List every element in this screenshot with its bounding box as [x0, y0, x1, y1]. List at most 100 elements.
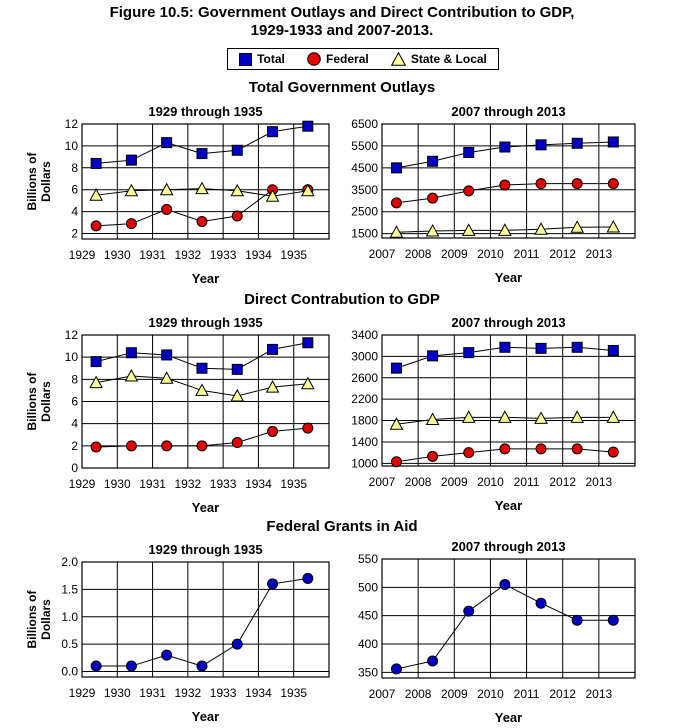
x-tick-label: 2008 — [405, 247, 432, 261]
y-tick-label: 4 — [71, 417, 78, 431]
data-point-triangle — [195, 181, 209, 195]
y-tick-label: 3500 — [351, 183, 378, 197]
y-axis-label-line-2: Dollars — [39, 161, 53, 202]
y-tick-label: 4500 — [351, 161, 378, 175]
data-point-square — [390, 362, 402, 374]
section-title-grants: Federal Grants in Aid — [266, 518, 418, 535]
x-tick-label: 2007 — [369, 687, 396, 701]
data-point-square — [267, 126, 279, 138]
y-tick-label: 4 — [71, 205, 78, 219]
x-tick-label: 1933 — [210, 686, 237, 700]
legend: Total Federal State & Local — [227, 48, 499, 70]
y-tick-label: 12 — [65, 117, 79, 131]
y-tick-label: 2600 — [351, 371, 378, 385]
figure-title-line-2: 1929-1933 and 2007-2013. — [250, 22, 434, 39]
x-tick-label: 1934 — [245, 477, 272, 491]
data-point-triangle — [570, 410, 585, 423]
plot-frame — [81, 334, 330, 469]
x-tick-label: 2008 — [405, 687, 432, 701]
y-axis-label-line-1: Billions of — [25, 590, 39, 649]
data-point-circle — [267, 578, 279, 590]
chart-title: 2007 through 2013 — [451, 104, 565, 119]
x-tick-label: 2008 — [405, 475, 432, 489]
data-point-circle — [90, 220, 102, 232]
data-point-square — [267, 343, 279, 355]
data-point-circle — [196, 440, 208, 452]
data-point-circle — [125, 440, 137, 452]
data-point-circle — [90, 660, 102, 672]
data-point-circle — [607, 614, 619, 626]
y-tick-label: 6 — [71, 395, 78, 409]
data-point-square — [535, 342, 547, 354]
plot-frame — [81, 561, 330, 678]
data-point-triangle — [300, 183, 315, 197]
y-tick-label: 2 — [71, 439, 78, 453]
data-point-square — [161, 137, 173, 149]
series-line — [96, 577, 308, 667]
x-tick-label: 2011 — [514, 475, 540, 489]
data-point-circle — [427, 192, 439, 204]
y-tick-label: 2200 — [351, 392, 378, 406]
figure-title-line-1: Figure 10.5: Government Outlays and Dire… — [109, 4, 575, 21]
x-tick-label: 1934 — [245, 686, 272, 700]
data-point-circle — [463, 185, 475, 197]
chart-title: 2007 through 2013 — [451, 539, 565, 554]
data-point-circle — [231, 638, 243, 650]
y-tick-label: 1500 — [351, 227, 378, 241]
x-tick-label: 2009 — [441, 687, 468, 701]
y-tick-label: 8 — [71, 372, 78, 386]
chart-title: 1929 through 1935 — [148, 104, 262, 119]
data-point-circle — [161, 649, 173, 661]
y-tick-label: 400 — [358, 637, 378, 651]
data-point-triangle — [570, 220, 585, 233]
data-point-circle — [390, 197, 402, 209]
chart-title: 2007 through 2013 — [451, 315, 565, 330]
legend-label-state-local: State & Local — [410, 52, 487, 66]
data-point-triangle — [461, 223, 476, 236]
data-point-square — [302, 120, 314, 132]
y-tick-label: 500 — [358, 580, 378, 594]
data-point-square — [463, 147, 475, 158]
x-tick-label: 2011 — [514, 247, 540, 261]
x-tick-label: 2010 — [477, 247, 504, 261]
data-point-triangle — [195, 383, 209, 396]
y-tick-label: 450 — [358, 609, 378, 623]
data-point-square — [231, 144, 243, 156]
y-tick-label: 0 — [71, 461, 78, 475]
data-point-triangle — [389, 417, 404, 430]
y-tick-label: 1.5 — [61, 582, 78, 596]
x-tick-label: 1929 — [69, 477, 96, 491]
y-tick-label: 1000 — [351, 456, 378, 470]
data-point-square — [607, 136, 619, 148]
y-tick-label: 5500 — [351, 139, 378, 153]
data-point-circle — [390, 456, 402, 468]
data-point-circle — [499, 179, 511, 191]
data-point-circle — [463, 605, 475, 617]
data-point-triangle — [265, 189, 280, 202]
x-tick-label: 1934 — [245, 248, 272, 262]
x-axis-label: Year — [192, 500, 219, 515]
x-axis-label: Year — [495, 710, 522, 725]
y-axis-label: Billions ofDollars — [25, 590, 53, 649]
data-point-triangle — [300, 376, 315, 390]
data-point-circle — [571, 614, 583, 626]
y-tick-label: 1800 — [351, 414, 378, 428]
x-tick-label: 2013 — [586, 687, 613, 701]
circle-marker-icon — [307, 52, 321, 66]
data-point-square — [161, 349, 173, 361]
x-tick-label: 1929 — [69, 248, 96, 262]
y-tick-label: 550 — [358, 552, 378, 566]
legend-item-federal: Federal — [307, 52, 369, 66]
data-point-triangle — [89, 188, 103, 201]
data-point-circle — [90, 441, 102, 453]
x-tick-label: 1933 — [210, 477, 237, 491]
x-tick-label: 1935 — [280, 686, 307, 700]
x-tick-label: 2012 — [549, 687, 576, 701]
series-line — [396, 583, 614, 670]
data-point-triangle — [461, 410, 476, 423]
y-tick-label: 3400 — [351, 328, 378, 342]
chart-title: 1929 through 1935 — [148, 315, 262, 330]
y-tick-label: 6500 — [351, 117, 378, 131]
y-tick-label: 2 — [71, 227, 78, 241]
legend-item-total: Total — [239, 52, 285, 66]
